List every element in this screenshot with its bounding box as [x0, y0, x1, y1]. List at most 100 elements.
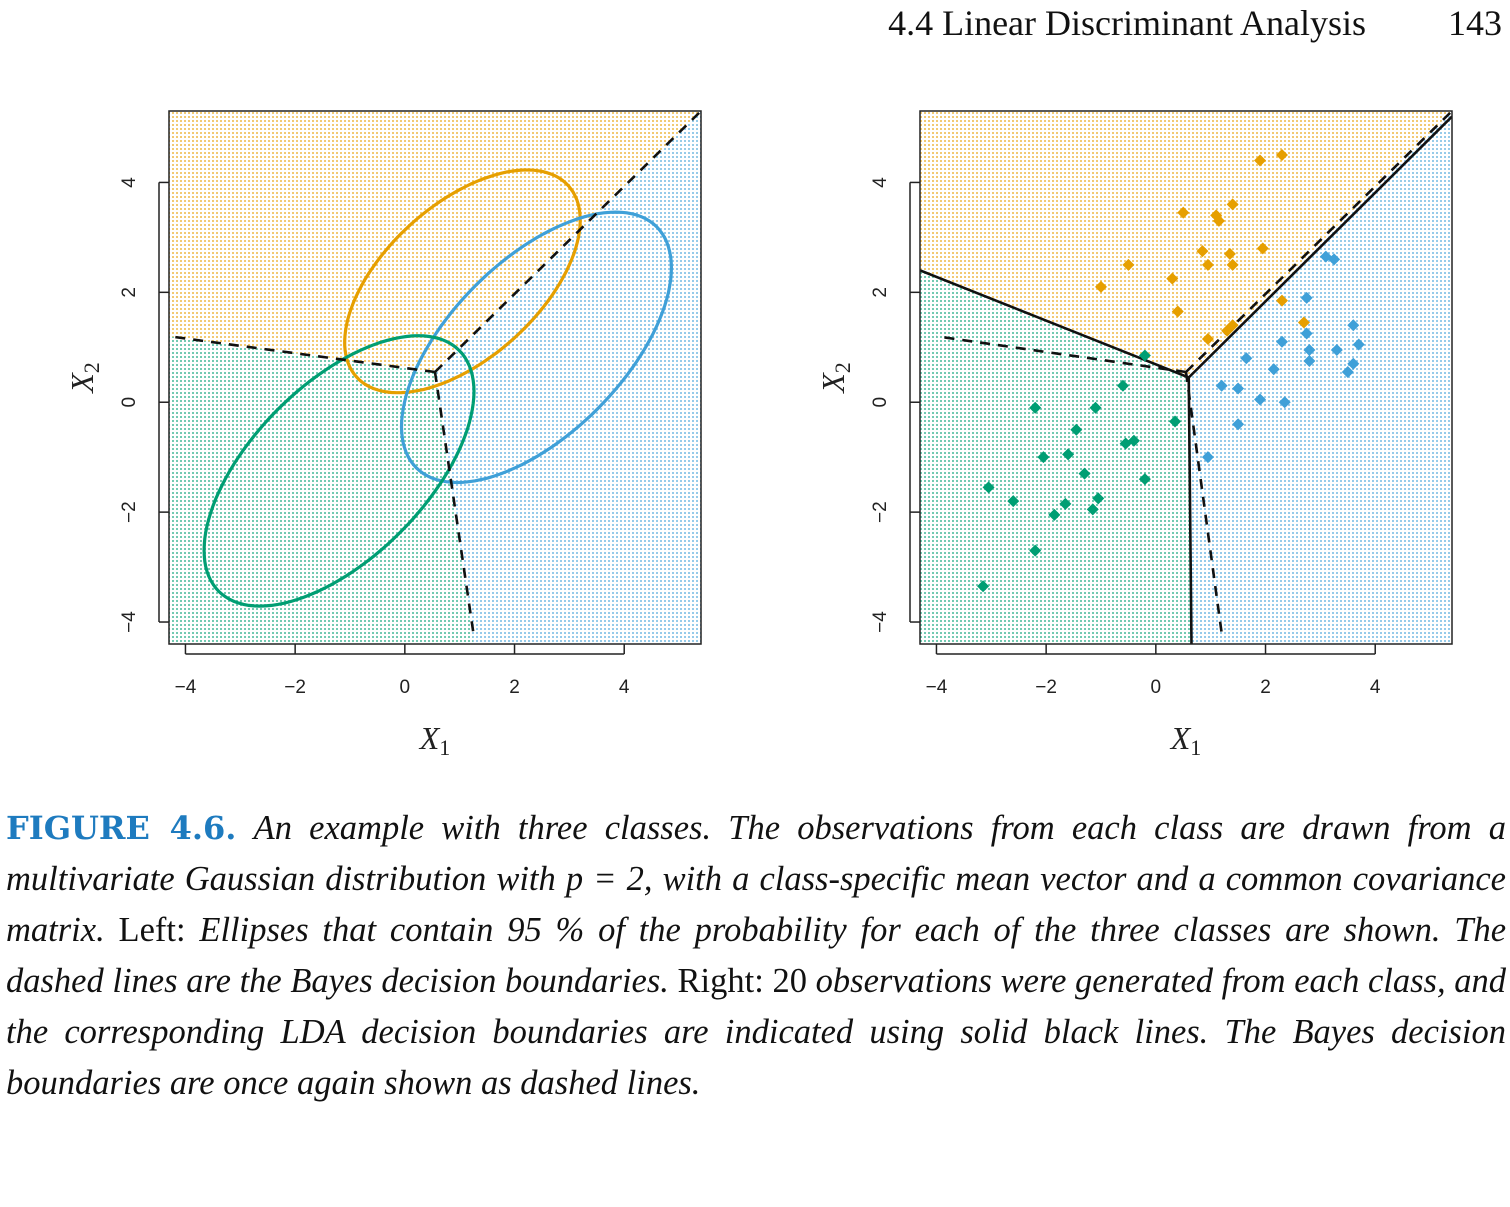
point-green [1048, 508, 1061, 521]
point-blue [1278, 396, 1291, 409]
section-title: 4.4 Linear Discriminant Analysis [888, 3, 1366, 43]
y-axis-label: X2 [815, 362, 855, 395]
caption-left-label: Left: [118, 911, 186, 949]
region-orange [920, 111, 1452, 378]
point-orange [1177, 206, 1190, 219]
x-tick-label: 2 [509, 677, 520, 698]
y-axis-label: X2 [64, 362, 104, 395]
point-green [1059, 497, 1072, 510]
point-green [1169, 415, 1182, 428]
point-green [1029, 544, 1042, 557]
point-orange [1201, 258, 1214, 271]
bayes-boundary-0 [169, 335, 436, 374]
point-blue [1254, 393, 1267, 406]
running-head: 4.4 Linear Discriminant Analysis 143 [0, 2, 1502, 44]
point-blue [1347, 357, 1360, 370]
x-axis-label: X1 [1169, 720, 1202, 760]
region-green [169, 336, 474, 644]
point-blue [1341, 366, 1354, 379]
x-tick-label: 4 [1370, 677, 1381, 698]
point-green [1037, 451, 1050, 464]
y-tick-label: 4 [870, 177, 891, 188]
point-orange [1256, 242, 1269, 255]
x-tick-label: −4 [926, 677, 948, 698]
point-blue [1347, 319, 1360, 332]
y-tick-label: 0 [119, 397, 140, 408]
y-tick-label: −4 [870, 611, 891, 633]
point-green [1127, 434, 1140, 447]
bayes-boundary-1 [434, 111, 701, 373]
region-blue [435, 111, 701, 644]
point-orange [1166, 272, 1179, 285]
y-tick-label: −4 [119, 611, 140, 633]
page-number: 143 [1448, 3, 1502, 43]
point-orange [1254, 154, 1267, 167]
y-tick-label: 4 [119, 177, 140, 188]
caption-count: 20 [772, 962, 807, 1000]
point-green [1089, 401, 1102, 414]
ellipse-orange [343, 168, 582, 395]
point-orange [1212, 214, 1225, 227]
caption-right-label: Right: [677, 962, 764, 1000]
point-green [982, 481, 995, 494]
point-blue [1352, 338, 1365, 351]
point-blue [1328, 253, 1341, 266]
y-tick-label: 2 [870, 287, 891, 298]
x-tick-label: −2 [284, 677, 306, 698]
left-panel: −4 −4 −2 −2 0 0 2 2 4 4 X1 X2 [64, 110, 702, 760]
bayes-boundary-0 [936, 335, 1187, 374]
point-green [1007, 495, 1020, 508]
point-orange [1094, 280, 1107, 293]
point-orange [1201, 333, 1214, 346]
point-orange [1196, 245, 1209, 258]
point-blue [1232, 418, 1245, 431]
point-blue [1303, 344, 1316, 357]
ellipse-blue [399, 210, 674, 485]
point-blue [1201, 451, 1214, 464]
point-green [1116, 379, 1129, 392]
point-blue [1267, 363, 1280, 376]
y-tick-label: −2 [119, 501, 140, 523]
point-blue [1232, 382, 1245, 395]
x-tick-label: −2 [1035, 677, 1057, 698]
point-blue [1303, 355, 1316, 368]
point-green [1078, 467, 1091, 480]
point-orange [1226, 198, 1239, 211]
bayes-boundary-2 [433, 371, 475, 634]
y-tick-label: −2 [870, 501, 891, 523]
lda-boundary-2 [1187, 377, 1193, 644]
x-tick-label: 4 [619, 677, 630, 698]
x-tick-label: −4 [175, 677, 197, 698]
bayes-boundary-2 [1184, 371, 1223, 634]
point-green [977, 580, 990, 593]
point-orange [1275, 148, 1288, 161]
caption-part-3: observations were generated from each cl… [6, 962, 1507, 1102]
region-orange [169, 111, 701, 373]
point-blue [1330, 344, 1343, 357]
point-green [1070, 423, 1083, 436]
point-green [1092, 492, 1105, 505]
point-blue [1215, 379, 1228, 392]
point-green [1138, 473, 1151, 486]
y-tick-label: 2 [119, 287, 140, 298]
y-tick-label: 0 [870, 397, 891, 408]
point-orange [1223, 247, 1236, 260]
x-tick-label: 0 [400, 677, 411, 698]
point-blue [1300, 327, 1313, 340]
plot-area [920, 111, 1452, 644]
x-tick-label: 2 [1260, 677, 1271, 698]
point-green [1029, 401, 1042, 414]
plot-frame [168, 110, 702, 645]
right-panel: −4 −4 −2 −2 0 0 2 2 4 4 X1 X2 [815, 110, 1453, 760]
point-blue [1275, 335, 1288, 348]
ellipse-green [202, 334, 476, 608]
point-green [1086, 503, 1099, 516]
lda-boundary-1 [1187, 115, 1452, 379]
point-orange [1221, 324, 1234, 337]
figure-4-6: −4 −4 −2 −2 0 0 2 2 4 4 X1 X2 −4 −4 −2 −2 0 0 2 2 4 4 X1 X2 [64, 110, 1453, 760]
plot-frame [919, 110, 1453, 645]
point-blue [1300, 291, 1313, 304]
x-axis-label: X1 [418, 720, 451, 760]
figure-caption: FIGURE 4.6. An example with three classe… [6, 803, 1506, 1109]
caption-part-2: Ellipses that contain 95 % of the probab… [6, 911, 1507, 1000]
